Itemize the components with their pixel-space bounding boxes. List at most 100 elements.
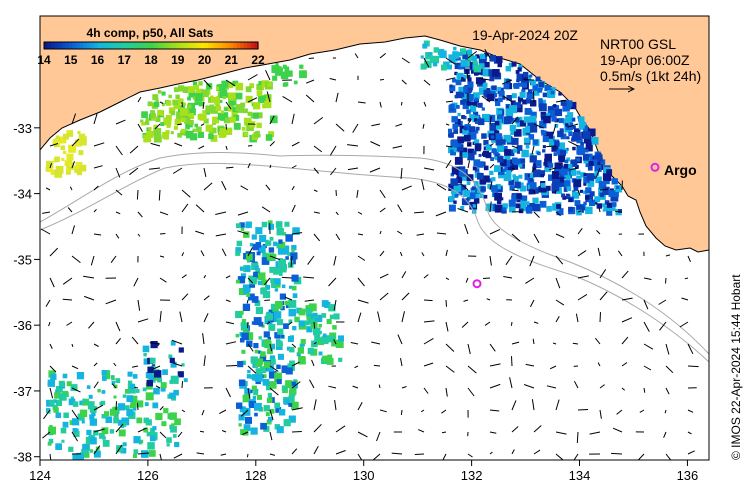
current-vector	[71, 113, 77, 125]
land-mass	[40, 16, 709, 253]
sst-pixel	[247, 259, 251, 263]
current-vector	[311, 359, 315, 367]
colorbar-segment	[108, 42, 113, 49]
y-tick-label: -36	[13, 318, 32, 333]
sst-pixel	[177, 371, 184, 378]
current-vector	[555, 255, 564, 265]
sst-pixel	[467, 81, 474, 88]
sst-pixel	[470, 101, 474, 105]
sst-pixel	[472, 101, 478, 108]
sst-pixel	[172, 434, 177, 438]
colorbar-segment	[218, 42, 223, 49]
sst-pixel	[305, 308, 312, 315]
current-vector	[687, 450, 695, 455]
current-vector	[573, 453, 579, 460]
sst-pixel	[565, 123, 569, 127]
sst-pixel	[144, 402, 149, 407]
sst-pixel	[66, 381, 72, 387]
colorbar-segment	[193, 42, 198, 49]
x-tick-label: 136	[677, 468, 699, 483]
current-vector	[529, 255, 535, 267]
sst-pixel	[254, 412, 258, 417]
sst-pixel	[74, 165, 82, 173]
sst-pixel	[464, 124, 471, 131]
sst-pixel	[83, 449, 89, 455]
sst-pixel	[547, 110, 556, 118]
current-vector	[290, 255, 293, 268]
sst-pixel	[585, 206, 593, 215]
current-vector	[401, 185, 412, 191]
sst-pixel	[450, 140, 458, 148]
current-vector	[291, 343, 297, 348]
sst-pixel	[252, 396, 256, 400]
current-vector	[484, 321, 491, 326]
sst-pixel	[291, 274, 299, 282]
current-vector	[241, 431, 249, 436]
sst-pixel	[321, 300, 329, 307]
sst-pixel	[511, 61, 517, 67]
current-vector	[441, 431, 447, 434]
sst-pixel	[520, 185, 526, 192]
current-vector	[225, 166, 234, 169]
current-vector	[665, 387, 670, 395]
product-line1: NRT00 GSL	[600, 36, 676, 52]
sst-pixel	[306, 316, 311, 321]
sst-pixel	[512, 174, 516, 178]
colorbar-segment	[51, 42, 56, 49]
sst-pixel	[54, 392, 61, 399]
current-vector	[489, 181, 493, 191]
current-vector	[49, 387, 54, 399]
sst-pixel	[514, 104, 523, 113]
sst-pixel	[468, 132, 477, 140]
sst-pixel	[283, 419, 291, 427]
sst-pixel	[48, 426, 56, 435]
sst-pixel	[54, 170, 63, 178]
current-vector	[423, 101, 427, 107]
sst-pixel	[157, 377, 162, 383]
sst-pixel	[451, 166, 460, 175]
current-vector	[621, 336, 629, 345]
sst-pixel	[494, 133, 502, 140]
current-vector	[379, 409, 387, 413]
sst-pixel	[449, 89, 454, 94]
sst-pixel	[149, 450, 156, 457]
sst-pixel	[276, 364, 281, 370]
sst-pixel	[219, 90, 228, 98]
current-vector	[288, 321, 293, 326]
argo-float-marker[interactable]	[650, 162, 660, 172]
current-vector	[464, 224, 469, 235]
sst-pixel	[525, 125, 533, 133]
sst-pixel	[247, 293, 255, 301]
current-vectors	[40, 48, 699, 460]
sst-pixel	[276, 426, 284, 434]
sst-pixel	[307, 347, 315, 355]
sst-pixel	[553, 104, 557, 108]
sst-pixel	[596, 203, 602, 209]
sst-pixel	[496, 144, 504, 152]
sst-pixel	[235, 92, 243, 100]
sst-pixel	[471, 186, 476, 191]
colorbar: 4h comp, p50, All Sats 14 15 16 17 18 19 20 21 2…	[37, 26, 265, 67]
sst-pixel	[508, 165, 514, 171]
current-vector	[379, 292, 389, 301]
sst-pixel	[329, 314, 335, 320]
sst-pixel	[550, 107, 554, 111]
argo-float-marker[interactable]	[472, 279, 482, 289]
sst-pixel	[117, 419, 124, 426]
sst-pixel	[181, 128, 185, 133]
sst-pixel	[491, 177, 496, 182]
sst-pixel	[241, 126, 246, 131]
sst-pixel	[102, 440, 110, 447]
current-vector	[665, 254, 671, 257]
current-vector	[510, 321, 513, 326]
sst-pixel	[511, 93, 517, 99]
sst-pixel	[451, 116, 458, 123]
sst-pixel	[576, 157, 581, 162]
sst-pixel	[563, 164, 569, 169]
sst-pixel	[529, 115, 537, 123]
sst-pixel	[118, 429, 126, 437]
sst-pixel	[152, 402, 159, 409]
sst-pixel	[73, 430, 80, 437]
sst-pixel	[502, 203, 508, 209]
sst-pixel	[244, 388, 251, 395]
